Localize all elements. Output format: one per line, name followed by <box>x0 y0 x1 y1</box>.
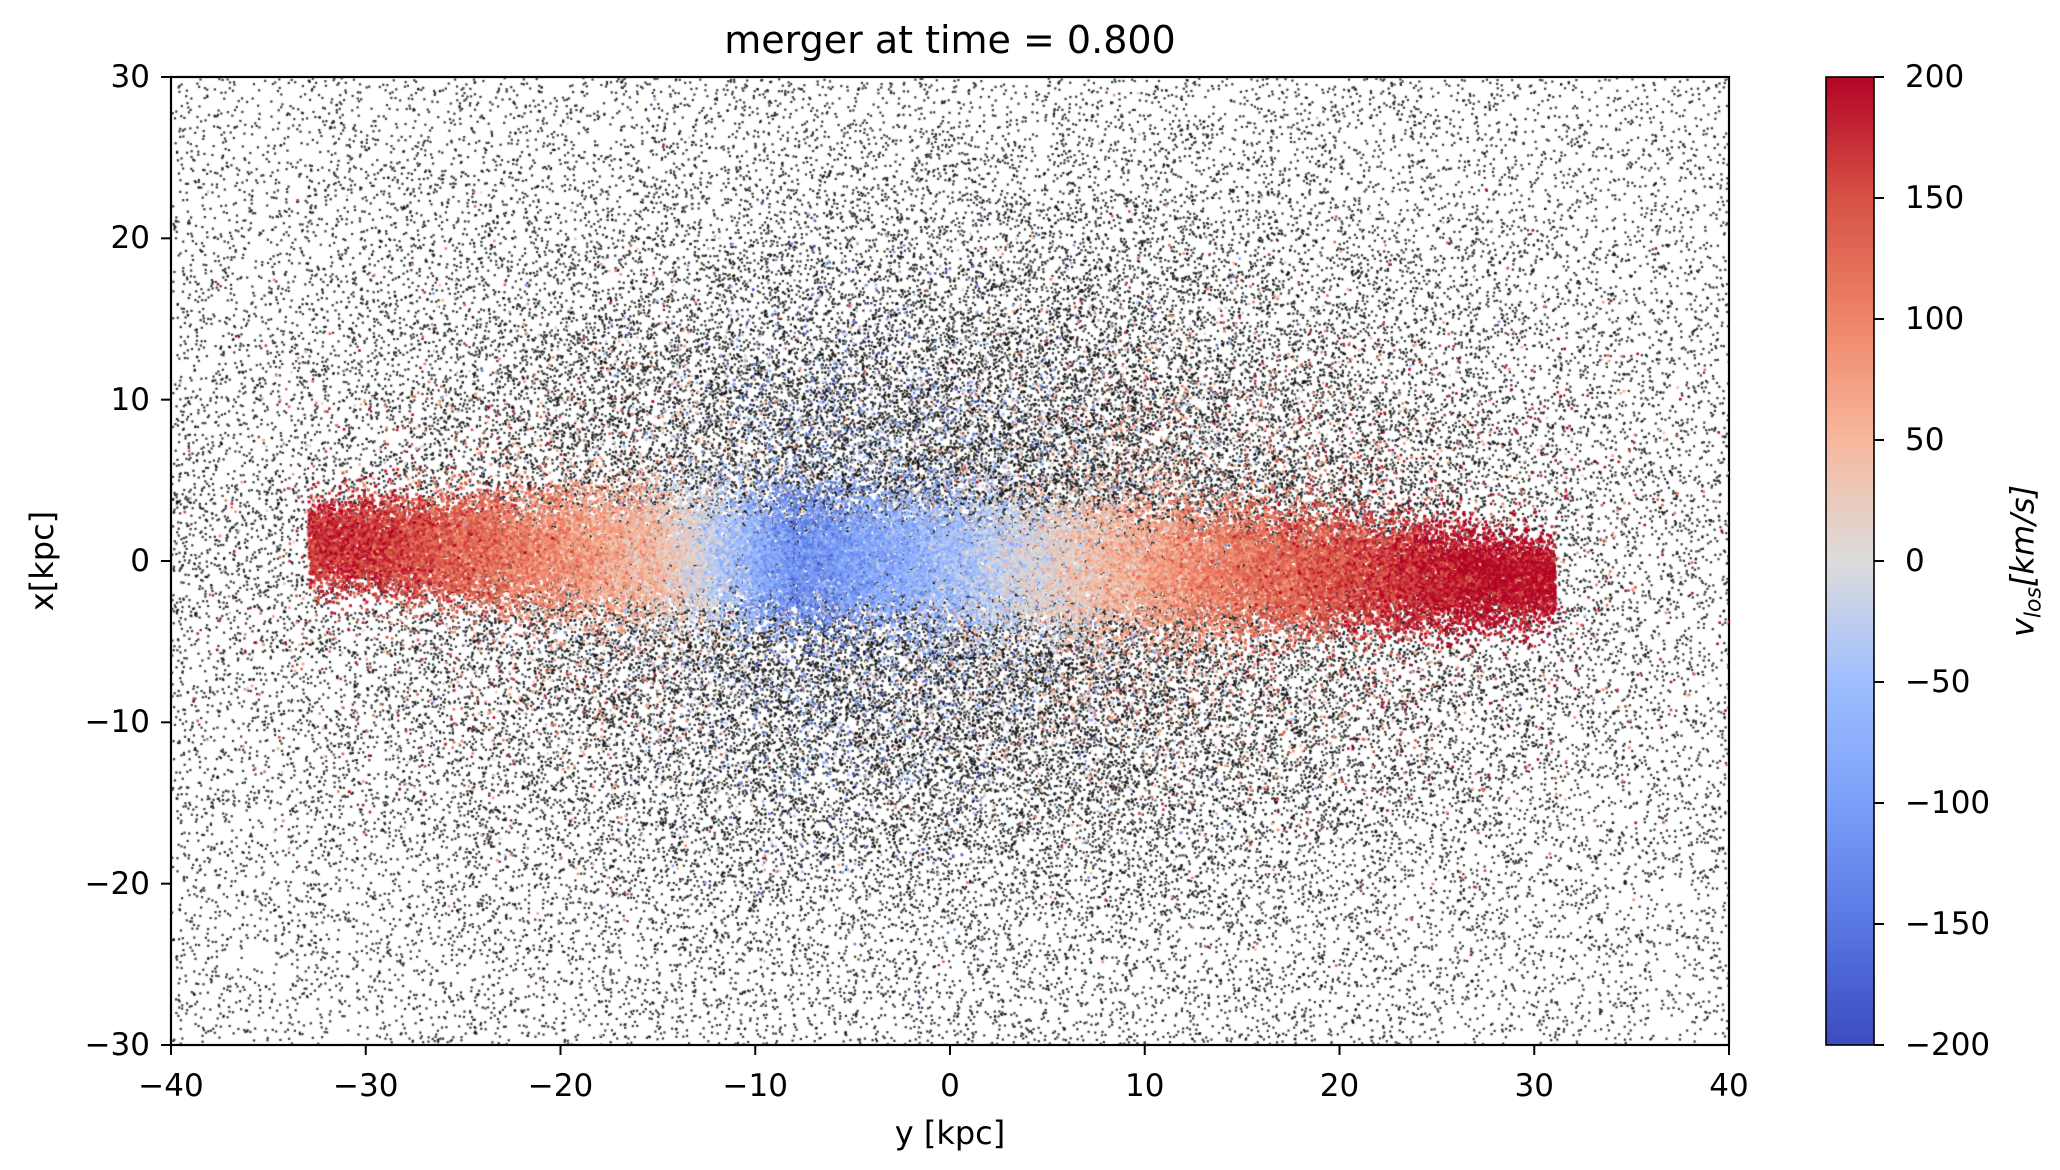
x-ticks <box>170 1045 1730 1055</box>
colorbar-ticks <box>1874 76 1884 1046</box>
colorbar-tick-label: 100 <box>1905 301 1965 337</box>
colorbar-label: vlos[km/s] <box>2003 485 2046 637</box>
x-tick-label: 20 <box>1319 1068 1360 1104</box>
colorbar-tick-label: 200 <box>1905 59 1965 95</box>
colorbar-label-unit: [km/s] <box>2003 484 2042 588</box>
y-tick-label: 10 <box>110 381 150 418</box>
x-tick-label: −20 <box>527 1068 594 1104</box>
y-tick-label: −10 <box>84 704 150 741</box>
x-tick-label: 30 <box>1514 1068 1554 1104</box>
chart-title: merger at time = 0.800 <box>724 18 1176 62</box>
colorbar-tick-label: 0 <box>1905 543 1925 579</box>
y-tick-label: 0 <box>130 543 150 579</box>
x-tick-label: 40 <box>1709 1068 1749 1104</box>
colorbar <box>1825 76 1875 1046</box>
y-tick-label: 30 <box>110 59 150 95</box>
colorbar-label-subscript: los <box>2021 587 2047 619</box>
x-tick-label: −10 <box>722 1068 788 1104</box>
x-tick-label: −40 <box>138 1068 204 1104</box>
y-axis-label: x[kpc] <box>23 510 61 612</box>
colorbar-tick-label: −150 <box>1905 906 1991 942</box>
x-tick-label: 0 <box>940 1068 960 1104</box>
colorbar-tick-label: −100 <box>1905 785 1991 821</box>
scatter-plot-canvas <box>171 77 1729 1045</box>
x-tick-label: 10 <box>1125 1068 1165 1104</box>
colorbar-tick-label: −50 <box>1905 664 1971 700</box>
colorbar-label-main: v <box>2003 618 2042 638</box>
y-tick-label: 20 <box>110 220 150 257</box>
y-ticks <box>161 76 171 1046</box>
x-tick-label: −30 <box>333 1068 399 1104</box>
colorbar-tick-label: 50 <box>1905 422 1945 458</box>
colorbar-tick-label: −200 <box>1905 1027 1991 1063</box>
y-tick-label: −30 <box>84 1027 150 1063</box>
colorbar-tick-label: 150 <box>1905 180 1965 216</box>
x-axis-label: y [kpc] <box>894 1114 1006 1152</box>
y-tick-label: −20 <box>84 865 150 902</box>
